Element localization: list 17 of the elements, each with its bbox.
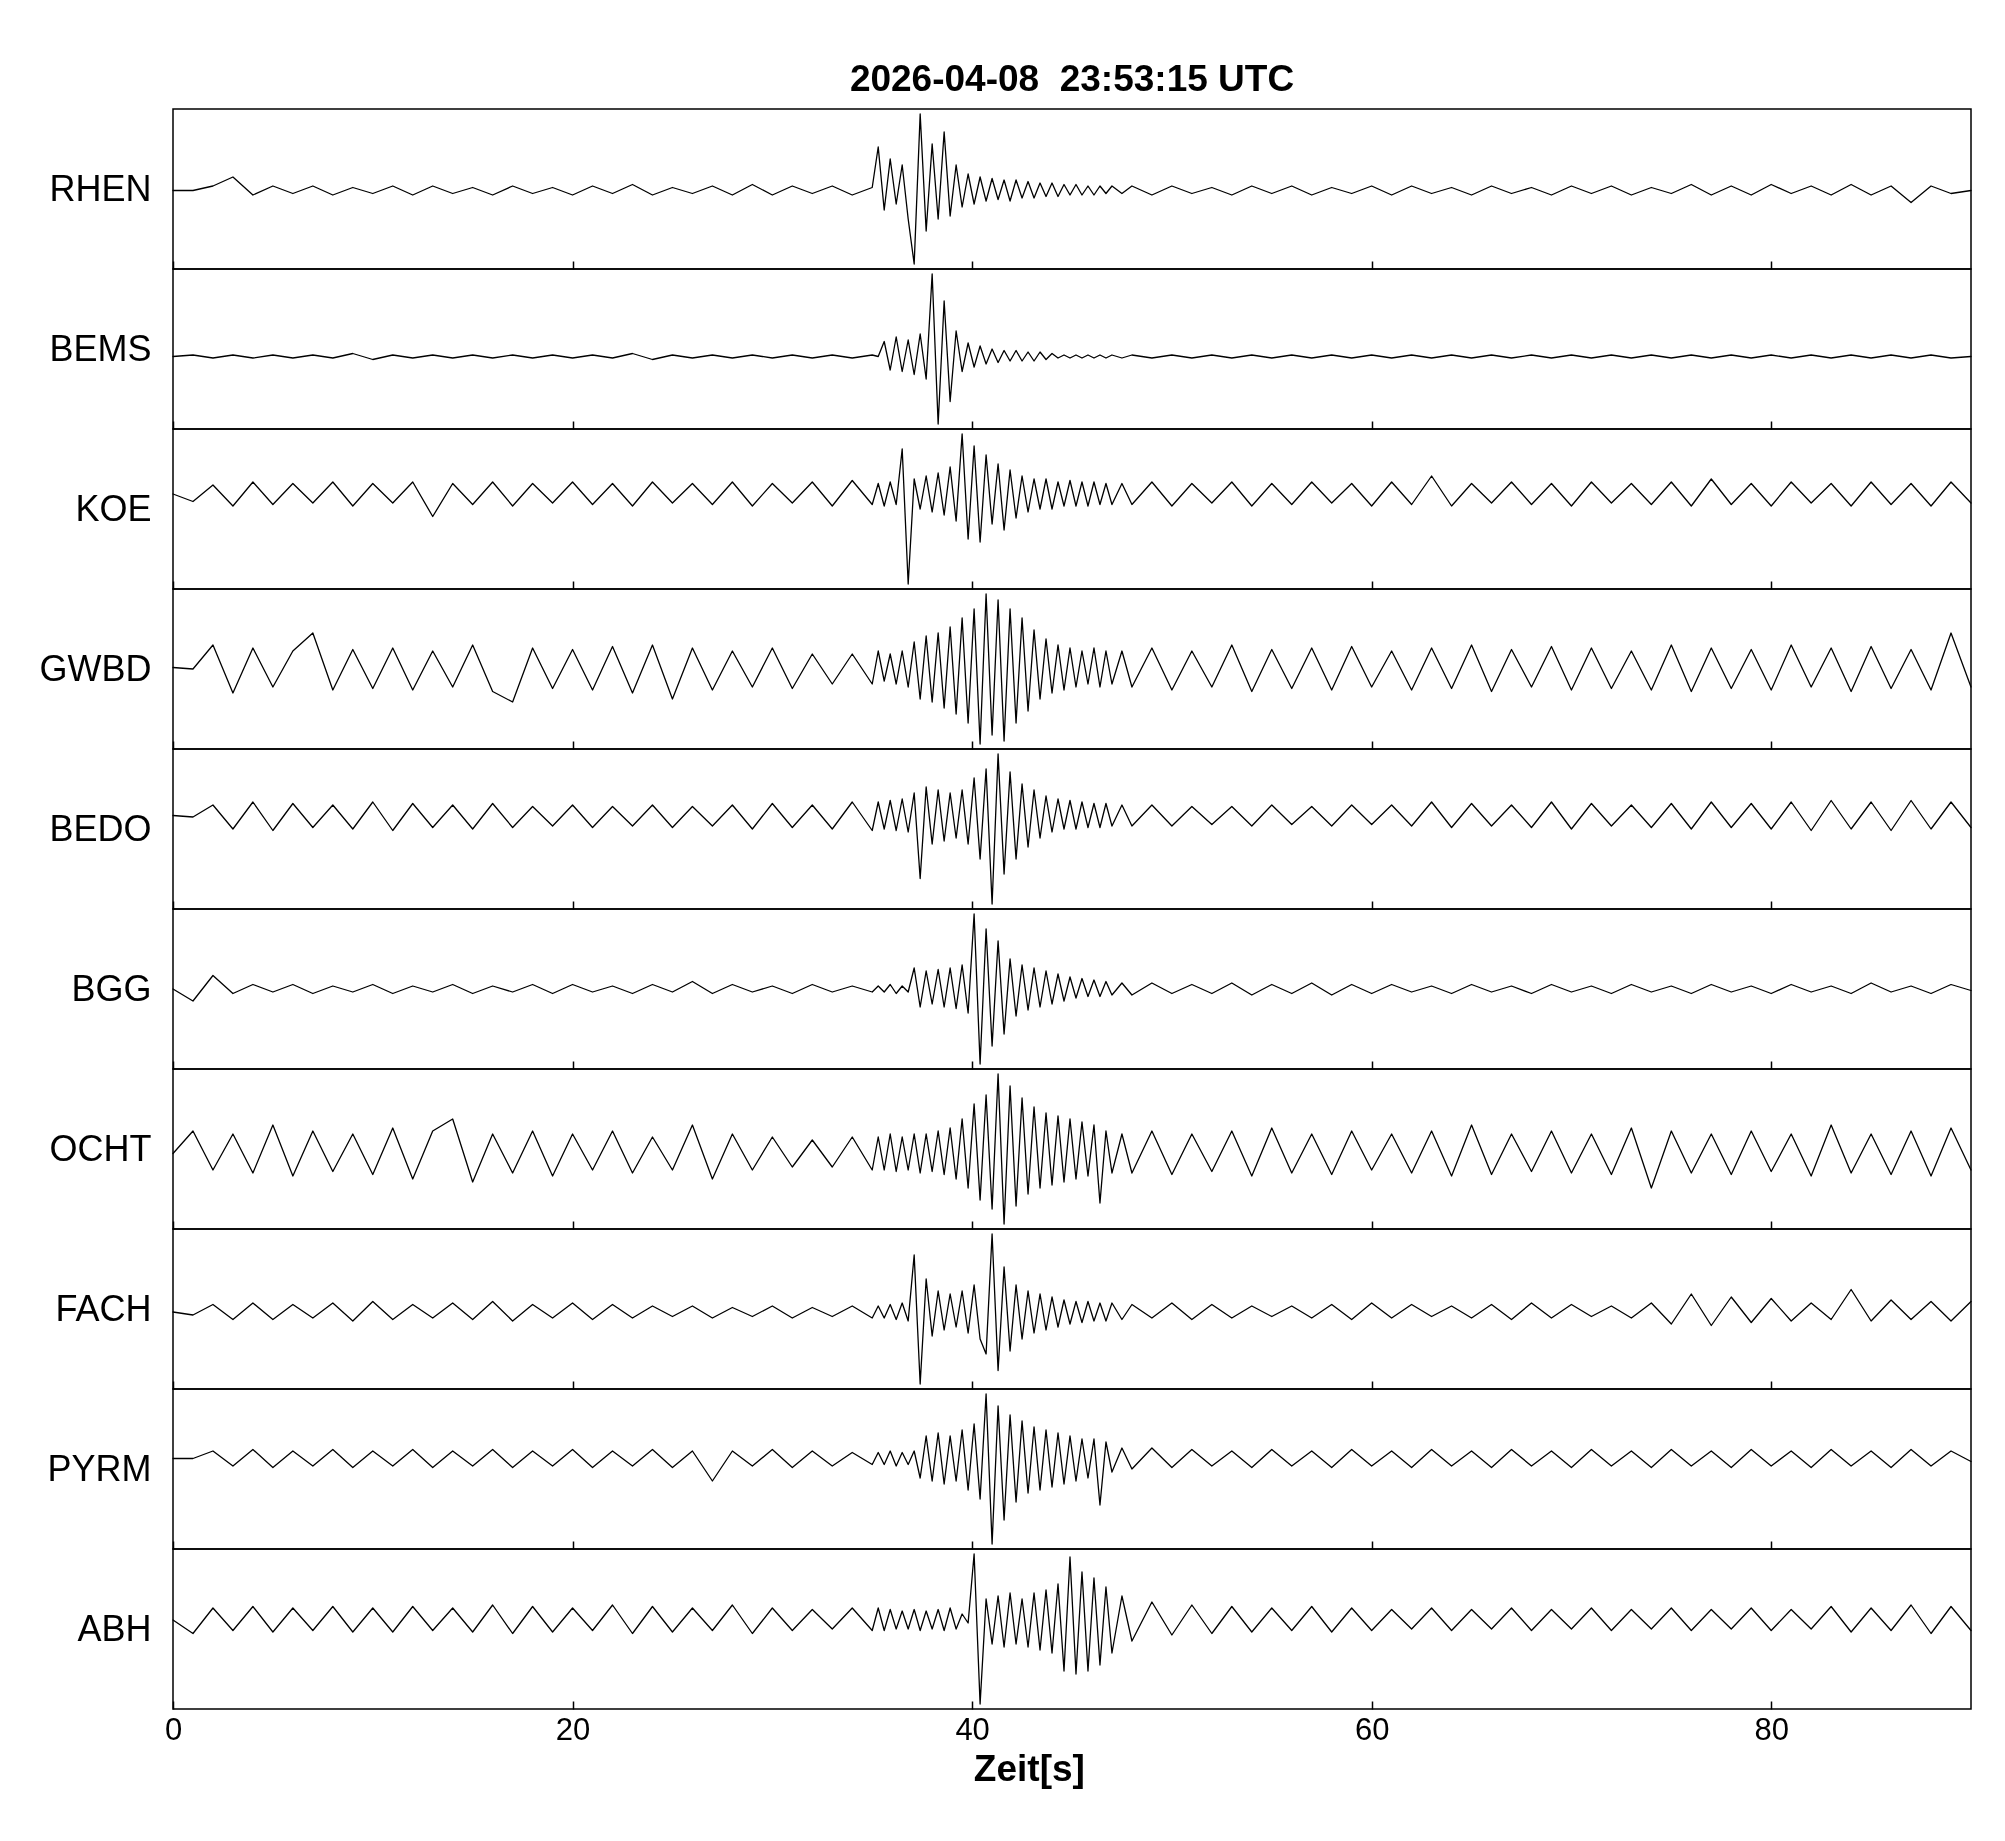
y-axis-title: GWBD <box>39 647 152 689</box>
x-tick-label: 0 <box>164 1711 183 1747</box>
y-axis-title: RHEN <box>49 167 152 209</box>
chart-title: 2026-04-08 23:53:15 UTC <box>849 58 1295 99</box>
x-tick-label: 80 <box>1754 1711 1789 1747</box>
x-axis-title: Zeit[s] <box>973 1747 1085 1789</box>
y-axis-title: BEDO <box>49 807 152 849</box>
x-tick-label: 60 <box>1354 1711 1390 1747</box>
x-tick-label: 20 <box>555 1711 591 1747</box>
y-axis-title: BGG <box>71 967 152 1009</box>
y-axis-title: BEMS <box>49 327 152 369</box>
y-axis-title: ABH <box>77 1607 152 1649</box>
y-axis-title: OCHT <box>49 1127 152 1169</box>
y-axis-title: KOE <box>75 487 152 529</box>
y-axis-title: PYRM <box>47 1447 152 1489</box>
x-tick-label: 40 <box>955 1711 990 1747</box>
y-axis-title: FACH <box>55 1287 152 1329</box>
